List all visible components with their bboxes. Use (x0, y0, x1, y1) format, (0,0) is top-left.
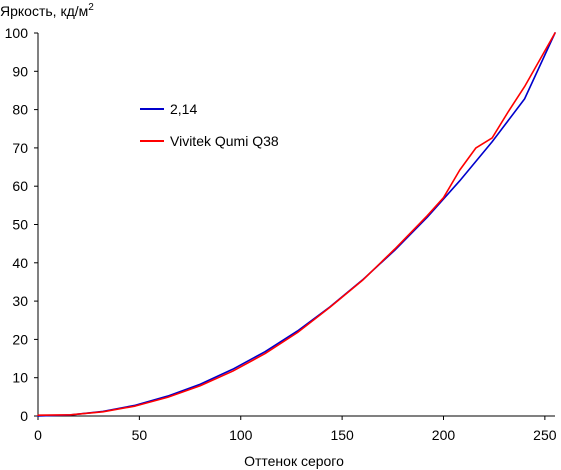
y-tick-label: 70 (12, 140, 28, 156)
y-tick-label: 90 (12, 63, 28, 79)
y-tick-label: 100 (5, 25, 29, 41)
x-tick-label: 50 (132, 427, 148, 443)
series-line-1 (37, 32, 556, 417)
x-tick-label: 0 (34, 427, 42, 443)
y-tick-label: 0 (20, 408, 28, 424)
y-axis-title-superscript: 2 (88, 2, 94, 13)
y-tick-label: 30 (12, 293, 28, 309)
x-tick-label: 250 (533, 427, 557, 443)
y-tick-label: 50 (12, 217, 28, 233)
y-axis-title: Яркость, кд/м2 (0, 2, 94, 19)
axes: 0 10 20 30 40 50 60 70 80 90 100 0 50 100 150 200 250 (5, 25, 557, 443)
y-tick-label: 60 (12, 178, 28, 194)
series-lines (37, 32, 556, 417)
y-tick-label: 40 (12, 255, 28, 271)
legend: 2,14 Vivitek Qumi Q38 (140, 101, 279, 149)
x-tick-label: 100 (229, 427, 253, 443)
legend-label-1: 2,14 (170, 101, 197, 117)
y-tick-label: 80 (12, 102, 28, 118)
legend-label-2: Vivitek Qumi Q38 (170, 133, 279, 149)
x-tick-label: 200 (432, 427, 456, 443)
series-line-2 (37, 32, 556, 417)
y-tick-label: 20 (12, 331, 28, 347)
x-tick-label: 150 (330, 427, 354, 443)
y-tick-label: 10 (12, 370, 28, 386)
x-axis-title: Оттенок серого (244, 453, 344, 469)
y-axis-title-text: Яркость, кд/м (0, 3, 88, 19)
